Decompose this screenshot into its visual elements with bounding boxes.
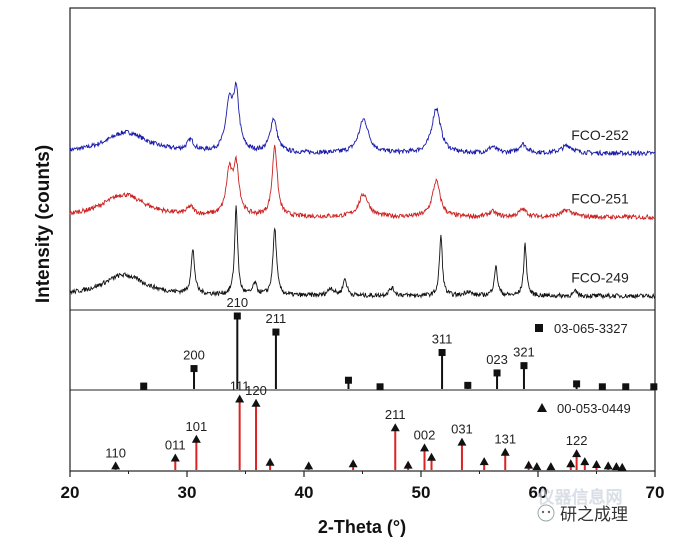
ref-marker-triangle (592, 459, 601, 468)
ref-marker-triangle (235, 394, 245, 403)
ref-marker-square (520, 362, 528, 370)
ref-marker-triangle (532, 462, 542, 471)
ref-marker-square (190, 365, 198, 373)
ref-marker-square (233, 312, 241, 320)
ref-marker-square (650, 383, 658, 391)
ref-marker-triangle (603, 461, 613, 470)
x-axis-label: 2-Theta (°) (318, 517, 406, 537)
ref-marker-triangle (111, 461, 121, 470)
ref-marker-triangle (546, 462, 556, 471)
ref-marker-square (272, 328, 280, 336)
ref-peak-label: 200 (183, 348, 205, 363)
series-line-fco-251 (69, 144, 656, 221)
y-axis-label: Intensity (counts) (33, 145, 54, 303)
x-tick-label: 40 (295, 483, 314, 502)
watermark-wechat: 研之成理 (560, 505, 628, 524)
ref-peak-label: 210 (226, 295, 248, 310)
ref-peak-label: 311 (432, 332, 453, 347)
ref-peak-label: 211 (385, 407, 406, 422)
ref-marker-triangle (191, 434, 201, 443)
ref-peak-label: 321 (513, 345, 535, 360)
ref-peak-label: 111 (230, 378, 250, 393)
ref-marker-square (493, 369, 501, 377)
series-line-fco-252 (69, 81, 656, 157)
ref-marker-triangle (304, 461, 314, 470)
ref-marker-square (344, 376, 352, 384)
ref-marker-square (573, 380, 581, 388)
reference-03-065-3327-layer: 200 210 211 311 023 321 03-065-3327 (140, 295, 658, 391)
ref-marker-triangle (479, 457, 489, 466)
ref-peak-label: 023 (486, 352, 508, 367)
ref-marker-triangle (420, 443, 430, 452)
ref-marker-square (464, 381, 472, 389)
ref-marker-square (622, 383, 630, 391)
wechat-icon (537, 504, 555, 522)
ref-peak-label: 131 (494, 432, 516, 447)
x-axis-layer: 20 30 40 50 60 70 (61, 471, 665, 502)
legend-square-icon (535, 324, 543, 332)
ref-marker-triangle (427, 452, 437, 461)
ref-peak-label: 002 (414, 427, 436, 442)
ref-peak-label: 110 (105, 445, 126, 460)
legend-triangle-icon (537, 403, 547, 412)
ref-marker-triangle (348, 459, 358, 468)
ref-marker-triangle (617, 462, 627, 471)
ref-peak-label: 101 (186, 419, 208, 434)
ref-marker-triangle (580, 457, 590, 466)
ref-peak-label: 122 (566, 433, 588, 448)
series-label-fco-251: FCO-251 (571, 191, 629, 207)
ref-peak-label: 031 (451, 422, 473, 437)
ref-marker-square (140, 382, 148, 390)
legend-label: 00-053-0449 (557, 401, 631, 416)
ref-peak-label: 211 (266, 311, 287, 326)
ref-marker-triangle (251, 398, 261, 407)
ref-marker-square (438, 349, 446, 356)
watermark-site: 仪器信息网 (537, 487, 623, 507)
ref-marker-square (376, 383, 384, 391)
ref-marker-triangle (572, 449, 582, 458)
x-tick-label: 60 (529, 483, 548, 502)
x-tick-label: 70 (646, 483, 665, 502)
ref-marker-triangle (170, 453, 180, 462)
x-tick-label: 30 (178, 483, 197, 502)
x-tick-label: 20 (61, 483, 80, 502)
ref-marker-triangle (403, 460, 413, 469)
ref-marker-triangle (390, 423, 400, 432)
ref-marker-triangle (611, 462, 621, 471)
xrd-patterns-layer: FCO-252 FCO-251 FCO-249 (69, 81, 656, 300)
ref-marker-triangle (566, 459, 576, 468)
legend-label: 03-065-3327 (554, 321, 628, 336)
series-label-fco-252: FCO-252 (571, 127, 629, 143)
ref-marker-square (598, 383, 606, 391)
ref-marker-triangle (265, 457, 275, 466)
ref-peak-label: 120 (245, 383, 267, 398)
ref-marker-triangle (500, 447, 510, 456)
x-tick-label: 50 (412, 483, 431, 502)
ref-marker-triangle (457, 437, 467, 446)
series-line-fco-249 (69, 205, 656, 300)
series-label-fco-249: FCO-249 (571, 269, 629, 285)
ref-peak-label: 011 (165, 437, 186, 452)
ref-marker-triangle (524, 460, 534, 469)
